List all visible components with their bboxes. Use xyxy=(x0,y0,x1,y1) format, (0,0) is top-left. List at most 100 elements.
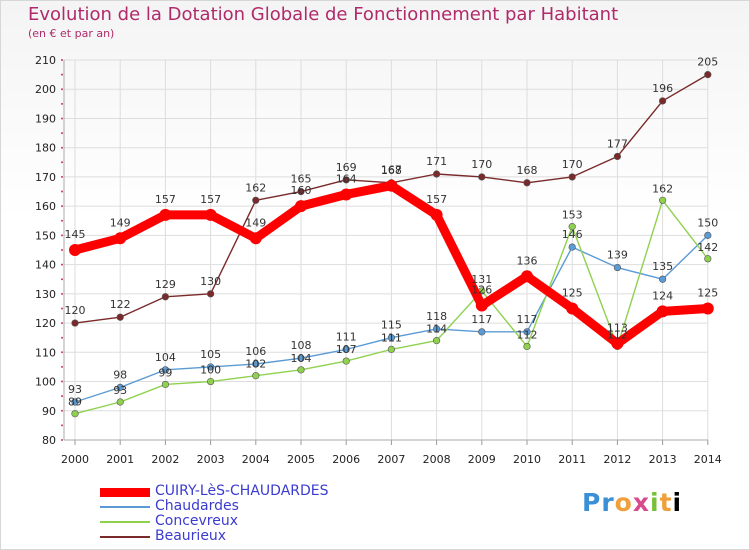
data-label-1: 118 xyxy=(426,310,447,323)
legend-label-beaurieux: Beaurieux xyxy=(155,528,227,544)
data-label-0: 157 xyxy=(200,193,221,206)
y-minor-tick xyxy=(61,249,63,251)
y-minor-tick xyxy=(61,219,63,222)
y-minor-tick xyxy=(61,73,63,76)
data-label-2: 93 xyxy=(113,384,127,397)
y-minor-tick xyxy=(61,146,63,149)
data-point-2 xyxy=(658,196,667,204)
data-label-0: 160 xyxy=(291,184,312,197)
y-tick-label: 150 xyxy=(35,229,56,242)
data-point-2 xyxy=(71,410,79,418)
y-minor-tick xyxy=(61,234,63,237)
data-point-0 xyxy=(69,244,81,256)
data-point-0 xyxy=(701,302,714,315)
legend-label-chaudardes: Chaudardes xyxy=(155,498,239,514)
data-point-2 xyxy=(116,398,124,406)
data-label-3: 169 xyxy=(336,161,357,174)
data-label-2: 153 xyxy=(562,209,583,222)
data-label-2: 112 xyxy=(607,328,628,341)
data-point-1 xyxy=(207,363,215,371)
data-label-3: 170 xyxy=(562,158,583,171)
data-point-0 xyxy=(340,188,353,201)
data-label-2: 111 xyxy=(381,331,402,344)
data-label-1: 117 xyxy=(471,313,492,326)
data-point-1 xyxy=(387,334,396,342)
y-minor-tick xyxy=(61,439,63,441)
data-point-1 xyxy=(161,366,169,374)
data-label-0: 149 xyxy=(110,216,131,229)
data-point-3 xyxy=(252,196,260,204)
data-label-3: 177 xyxy=(607,137,628,150)
data-point-0 xyxy=(521,270,533,283)
data-point-2 xyxy=(568,223,576,231)
x-tick-label: 2003 xyxy=(197,453,225,466)
data-point-3 xyxy=(523,179,531,187)
data-point-3 xyxy=(71,319,79,327)
data-point-0 xyxy=(249,232,262,245)
data-labels: 120 122 129 130 162 165 169 168 171 170 168 170 177 1… xyxy=(65,56,719,409)
data-point-0 xyxy=(656,305,669,318)
y-tick-label: 140 xyxy=(35,259,56,272)
data-label-1: 146 xyxy=(562,228,583,241)
data-label-3: 165 xyxy=(291,173,312,186)
data-point-2 xyxy=(297,366,305,374)
data-label-1: 150 xyxy=(697,216,718,229)
y-tick-label: 180 xyxy=(35,142,56,155)
x-tick-label: 2011 xyxy=(558,453,586,466)
data-label-3: 171 xyxy=(426,155,447,168)
data-point-1 xyxy=(297,354,305,362)
y-minor-tick xyxy=(61,424,63,427)
y-minor-tick xyxy=(61,205,63,208)
data-point-3 xyxy=(161,293,169,301)
data-label-2: 114 xyxy=(426,323,447,336)
series xyxy=(69,71,714,418)
y-tick-label: 120 xyxy=(35,317,56,330)
data-label-3: 196 xyxy=(652,82,673,95)
data-point-0 xyxy=(430,208,443,221)
legend-item-chaudardes: Chaudardes xyxy=(100,498,400,514)
data-point-2 xyxy=(387,345,396,353)
data-point-0 xyxy=(114,232,127,245)
data-label-1: 105 xyxy=(200,348,221,361)
y-minor-tick xyxy=(61,59,63,61)
data-point-3 xyxy=(568,173,576,181)
y-minor-tick xyxy=(61,292,63,295)
data-label-3: 130 xyxy=(200,275,221,288)
legend-swatch-beaurieux xyxy=(100,536,150,538)
data-label-1: 104 xyxy=(155,351,176,364)
legend-swatch-concevreux xyxy=(100,521,150,523)
x-tick-label: 2006 xyxy=(332,453,360,466)
data-point-3 xyxy=(704,71,712,79)
legend-item-beaurieux: Beaurieux xyxy=(100,528,400,544)
data-label-0: 157 xyxy=(155,193,176,206)
data-point-0 xyxy=(295,200,307,213)
data-point-1 xyxy=(658,275,667,283)
data-point-1 xyxy=(342,345,350,353)
y-minor-tick xyxy=(61,336,63,339)
data-point-0 xyxy=(475,299,488,312)
x-tick-label: 2014 xyxy=(694,453,722,466)
data-label-2: 104 xyxy=(291,352,312,365)
data-label-1: 139 xyxy=(607,249,628,262)
data-label-1: 108 xyxy=(291,339,312,352)
data-label-3: 162 xyxy=(245,181,266,194)
data-label-2: 100 xyxy=(200,364,221,377)
x-tick-label: 2005 xyxy=(287,453,315,466)
data-point-1 xyxy=(252,360,260,368)
y-tick-label: 210 xyxy=(35,54,56,67)
data-point-2 xyxy=(207,377,215,386)
data-label-1: 106 xyxy=(245,345,266,358)
data-label-1: 93 xyxy=(68,383,82,396)
data-point-2 xyxy=(704,255,712,263)
data-label-0: 125 xyxy=(697,286,718,299)
y-minor-tick xyxy=(61,132,63,135)
data-label-3: 129 xyxy=(155,278,176,291)
data-point-3 xyxy=(613,152,622,161)
x-tick-label: 2013 xyxy=(649,453,677,466)
data-point-2 xyxy=(523,342,531,351)
x-tick-label: 2009 xyxy=(468,453,496,466)
data-label-3: 122 xyxy=(110,298,131,311)
chart-subtitle: (en € et par an) xyxy=(28,27,115,40)
data-point-3 xyxy=(433,170,441,178)
